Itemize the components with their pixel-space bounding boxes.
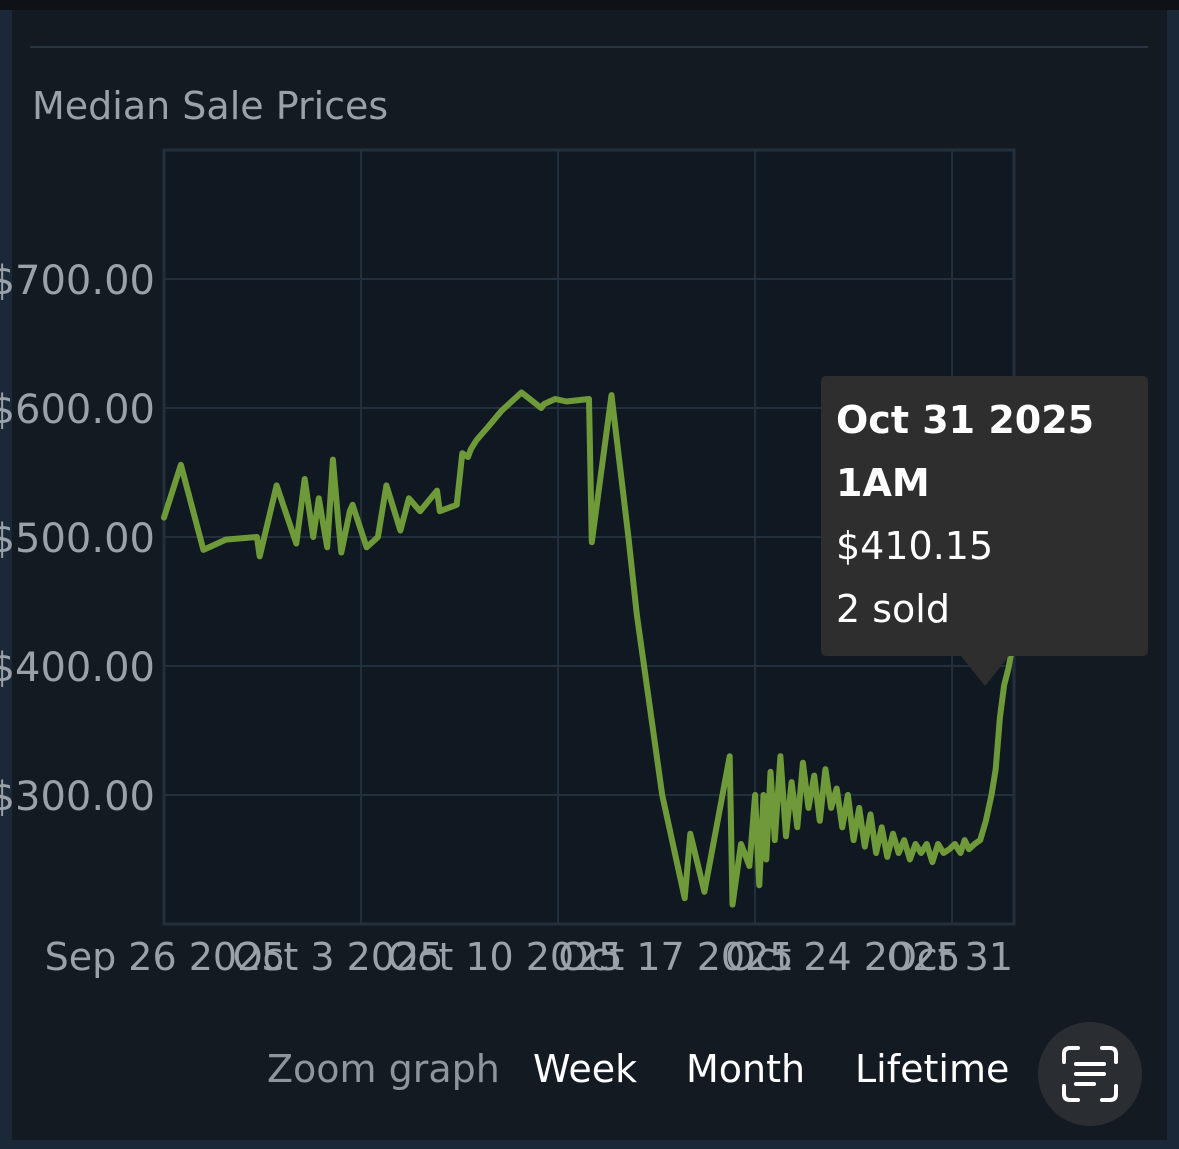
x-tick-label: Oct 3 2025: [233, 935, 444, 979]
price-tooltip: Oct 31 2025 1AM $410.15 2 sold: [821, 376, 1148, 686]
zoom-lifetime-button[interactable]: Lifetime: [855, 1047, 1010, 1091]
zoom-month-button[interactable]: Month: [686, 1047, 806, 1091]
section-divider: [30, 46, 1148, 48]
y-tick-label: $600.00: [0, 387, 155, 433]
tooltip-arrow: [961, 656, 1009, 686]
x-tick-label: Oct 10 2025: [388, 935, 623, 979]
tooltip-price: $410.15: [836, 524, 994, 568]
x-tick-label: Oct 24 2025: [726, 935, 961, 979]
x-tick-label: Oct 31: [887, 935, 1013, 979]
tooltip-time: 1AM: [836, 461, 930, 505]
tooltip-sold: 2 sold: [836, 587, 950, 631]
chart-title: Median Sale Prices: [32, 84, 389, 128]
y-axis-ticks: $700.00 $600.00 $500.00 $400.00 $300.00: [0, 258, 155, 820]
zoom-graph-label: Zoom graph: [267, 1047, 500, 1091]
zoom-week-button[interactable]: Week: [533, 1047, 638, 1091]
x-tick-label: Oct 17 2025: [559, 935, 794, 979]
tooltip-date: Oct 31 2025: [836, 398, 1095, 442]
text-scan-icon: [1062, 1046, 1118, 1102]
y-tick-label: $500.00: [0, 516, 155, 562]
y-tick-label: $300.00: [0, 774, 155, 820]
y-tick-label: $700.00: [0, 258, 155, 304]
series-line: [161, 389, 1017, 908]
top-bar: [0, 0, 1179, 10]
text-scan-button[interactable]: [1038, 1022, 1142, 1126]
x-tick-label: Sep 26 2025: [45, 935, 286, 979]
y-tick-label: $400.00: [0, 645, 155, 691]
chart-series: [161, 389, 1017, 908]
